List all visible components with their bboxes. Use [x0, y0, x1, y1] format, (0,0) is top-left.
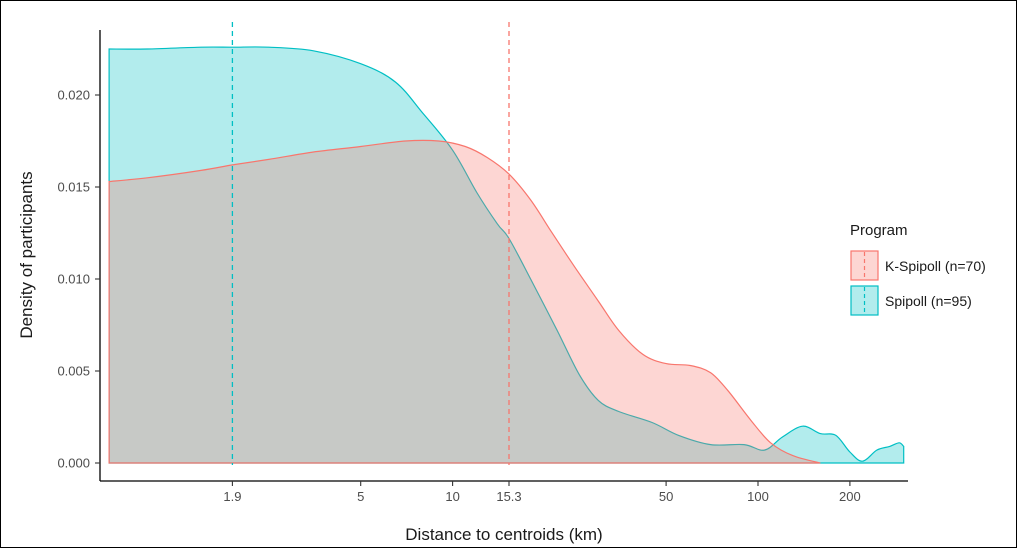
legend: Program K-Spipoll (n=70) Spipoll (n=95) [850, 222, 986, 316]
y-tick-label: 0.000 [57, 456, 90, 471]
legend-label-k-spipoll: K-Spipoll (n=70) [885, 258, 986, 274]
legend-items: K-Spipoll (n=70) Spipoll (n=95) [850, 250, 986, 316]
density-areas [108, 46, 905, 464]
x-axis-ticks: 1.9 5 10 15.3 50 100 200 [223, 481, 861, 504]
median-lines [231, 22, 510, 465]
x-tick-label: 5 [357, 489, 364, 504]
x-tick-label: 1.9 [223, 489, 241, 504]
y-tick-label: 0.015 [57, 180, 90, 195]
y-axis-ticks: 0.000 0.005 0.010 0.015 0.020 [57, 88, 100, 471]
x-tick-label: 10 [445, 489, 459, 504]
y-tick-label: 0.010 [57, 272, 90, 287]
x-tick-label: 100 [747, 489, 769, 504]
x-axis-title: Distance to centroids (km) [405, 525, 602, 544]
density-area-k-spipoll [108, 139, 821, 464]
legend-title: Program [850, 222, 908, 239]
x-tick-label: 15.3 [496, 489, 521, 504]
x-tick-label: 200 [839, 489, 861, 504]
legend-label-spipoll: Spipoll (n=95) [885, 293, 972, 309]
y-axis-title: Density of participants [17, 171, 36, 338]
y-tick-label: 0.020 [57, 88, 90, 103]
y-tick-label: 0.005 [57, 364, 90, 379]
x-tick-label: 50 [659, 489, 673, 504]
density-area-spipoll [108, 46, 905, 464]
